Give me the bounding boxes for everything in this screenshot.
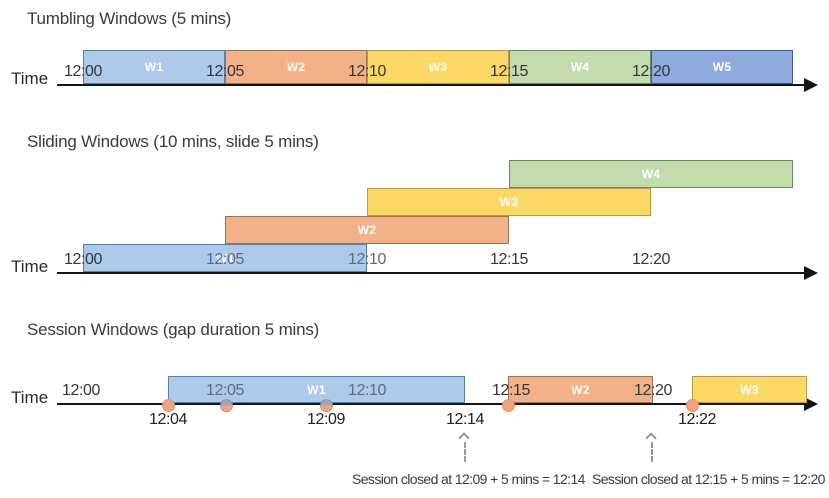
window-box-w1: W1 (168, 376, 465, 403)
window-box-w2: W2 (225, 216, 509, 244)
tick-label: 12:20 (633, 382, 673, 399)
section-title-session: Session Windows (gap duration 5 mins) (27, 320, 320, 339)
annotation-caption: Session closed at 12:15 + 5 mins = 12:20 (592, 471, 825, 487)
event-dot (219, 399, 233, 412)
window-label: W1 (144, 60, 164, 74)
dashed-arrow-line (464, 442, 466, 462)
tick-label: 12:00 (63, 251, 103, 268)
dashed-arrow-line (651, 442, 653, 462)
tick-label: 12:15 (489, 63, 529, 80)
event-dot (685, 399, 699, 412)
tick-label: 12:00 (63, 63, 103, 80)
window-box-w4: W4 (509, 50, 651, 84)
section-title-tumbling: Tumbling Windows (5 mins) (27, 9, 232, 28)
tick-label: 12:10 (347, 63, 387, 80)
window-label: W5 (712, 60, 732, 74)
window-label: W1 (215, 251, 235, 265)
annotation-caption: Session closed at 12:09 + 5 mins = 12:14 (352, 471, 585, 487)
window-box-w2: W2 (225, 50, 367, 84)
window-label: W4 (641, 167, 661, 181)
window-label: W1 (307, 382, 326, 397)
section-title-sliding: Sliding Windows (10 mins, slide 5 mins) (27, 132, 319, 151)
tick-label: 12:05 (205, 251, 245, 268)
time-axis-label: Time (11, 69, 49, 88)
timeline-arrowhead-icon (804, 266, 818, 280)
window-label: W2 (571, 382, 590, 397)
window-label: W4 (570, 60, 590, 74)
tick-label: 12:20 (631, 251, 671, 268)
event-time-label: 12:04 (148, 411, 188, 428)
event-time-label: 12:22 (677, 411, 717, 428)
event-dot (319, 399, 333, 412)
event-dot (501, 399, 515, 412)
window-box-w1: W1 (83, 50, 225, 84)
tick-label: 12:05 (205, 63, 245, 80)
tick-label: 12:15 (489, 251, 529, 268)
window-label: W2 (357, 223, 377, 237)
timeline-arrowhead-icon (804, 78, 818, 92)
timeline (57, 403, 806, 405)
window-box-w4: W4 (509, 160, 793, 188)
tick-label: 12:05 (205, 382, 245, 399)
window-box-w3: W3 (692, 376, 807, 403)
window-box-w5: W5 (651, 50, 793, 84)
timeline (57, 272, 806, 274)
window-box-w3: W3 (367, 188, 651, 216)
tick-label: 12:20 (631, 63, 671, 80)
tick-label: 12:10 (347, 251, 387, 268)
tick-label: 12:15 (491, 382, 531, 399)
window-label: W3 (740, 382, 759, 397)
window-label: W3 (428, 60, 448, 74)
event-time-label: 12:09 (306, 411, 346, 428)
timeline-arrowhead-icon (804, 397, 818, 411)
window-label: W2 (286, 60, 306, 74)
tick-label: 12:10 (347, 382, 387, 399)
event-dot (161, 399, 175, 412)
timeline (57, 84, 806, 86)
time-axis-label: Time (11, 388, 49, 407)
window-box-w3: W3 (367, 50, 509, 84)
window-label: W3 (499, 195, 519, 209)
tick-label: 12:00 (61, 382, 101, 399)
window-box-w1: W1 (83, 244, 367, 272)
window-box-w2: W2 (508, 376, 653, 403)
time-axis-label: Time (11, 257, 49, 276)
event-time-label: 12:14 (445, 411, 485, 428)
